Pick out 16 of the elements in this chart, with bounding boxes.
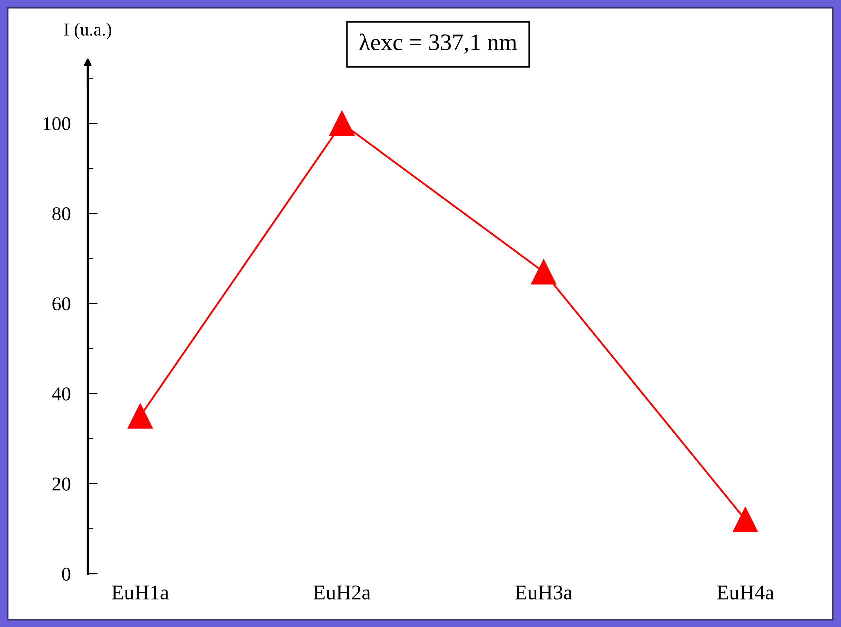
point xyxy=(733,507,758,532)
y-axis-title: I (u.a.) xyxy=(64,23,112,40)
y-tick-label: 40 xyxy=(52,388,71,401)
x-tick-label: EuH3a xyxy=(516,586,572,600)
x-tick-label: EuH2a xyxy=(314,586,371,600)
point xyxy=(330,111,355,136)
y-tick-label: 100 xyxy=(44,117,71,130)
y-tick-label: 80 xyxy=(52,207,71,221)
y-tick-label: 0 xyxy=(62,568,71,581)
text: λexc = 337,1 nm xyxy=(360,34,518,54)
y-tick-label: 60 xyxy=(52,298,71,311)
y-tick-label: 20 xyxy=(52,478,71,491)
x-tick-label: EuH1a xyxy=(112,586,170,600)
x-tick-label: EuH4a xyxy=(717,586,774,600)
point xyxy=(531,260,556,285)
point xyxy=(128,404,153,429)
